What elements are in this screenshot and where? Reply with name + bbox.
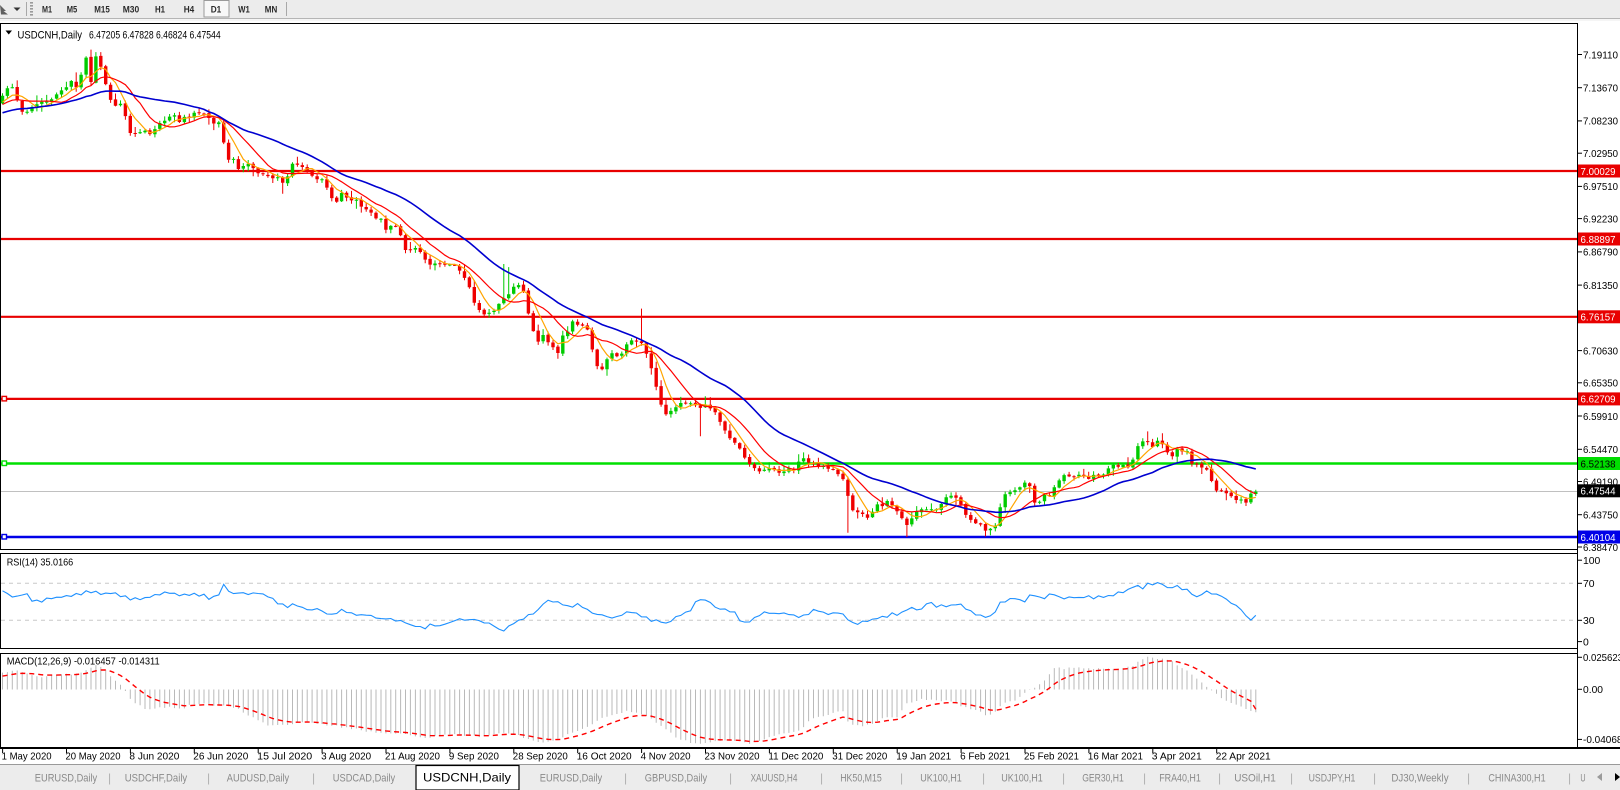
svg-text:7.13670: 7.13670: [1583, 84, 1618, 95]
svg-text:USDCHF,Daily: USDCHF,Daily: [125, 773, 188, 785]
svg-text:|: |: [1218, 771, 1221, 785]
svg-text:M30: M30: [123, 4, 140, 15]
svg-text:8 Jun 2020: 8 Jun 2020: [129, 752, 179, 763]
svg-text:|: |: [900, 771, 903, 785]
svg-text:6.86790: 6.86790: [1583, 248, 1618, 259]
svg-text:EURUSD,Daily: EURUSD,Daily: [35, 773, 98, 785]
svg-text:25 Feb 2021: 25 Feb 2021: [1024, 752, 1079, 763]
svg-text:|: |: [1290, 771, 1293, 785]
svg-text:GER30,H1: GER30,H1: [1082, 773, 1124, 785]
svg-text:FRA40,H1: FRA40,H1: [1159, 773, 1201, 785]
svg-text:15 Jul 2020: 15 Jul 2020: [257, 752, 312, 763]
svg-text:6.49190: 6.49190: [1583, 477, 1618, 488]
svg-text:USDCNH,Daily: USDCNH,Daily: [18, 30, 83, 42]
svg-text:|: |: [1143, 771, 1146, 785]
svg-text:EURUSD,Daily: EURUSD,Daily: [540, 773, 603, 785]
svg-text:7.08230: 7.08230: [1583, 117, 1618, 128]
svg-text:USDCAD,Daily: USDCAD,Daily: [333, 773, 396, 785]
svg-text:6.43750: 6.43750: [1583, 511, 1618, 522]
svg-text:11 Dec 2020: 11 Dec 2020: [768, 752, 823, 763]
svg-text:GBPUSD,Daily: GBPUSD,Daily: [645, 773, 708, 785]
svg-text:7.02950: 7.02950: [1583, 149, 1618, 160]
svg-text:U: U: [1580, 773, 1585, 785]
svg-text:26 Jun 2020: 26 Jun 2020: [193, 752, 248, 763]
svg-text:CHINA300,H1: CHINA300,H1: [1488, 773, 1545, 785]
svg-text:6.47205 6.47828 6.46824 6.4754: 6.47205 6.47828 6.46824 6.47544: [89, 30, 221, 42]
svg-text:70: 70: [1583, 579, 1595, 590]
svg-text:6.54470: 6.54470: [1583, 445, 1618, 456]
svg-text:XAUUSD,H4: XAUUSD,H4: [751, 773, 798, 785]
svg-text:0.00: 0.00: [1583, 685, 1603, 696]
svg-text:28 Sep 2020: 28 Sep 2020: [513, 752, 568, 763]
svg-text:4 Nov 2020: 4 Nov 2020: [641, 752, 691, 763]
svg-text:MACD(12,26,9) -0.016457 -0.014: MACD(12,26,9) -0.016457 -0.014311: [7, 656, 160, 667]
svg-text:|: |: [1467, 771, 1470, 785]
svg-text:UK100,H1: UK100,H1: [920, 773, 962, 785]
svg-text:0.025623: 0.025623: [1583, 653, 1620, 664]
svg-text:16 Mar 2021: 16 Mar 2021: [1088, 752, 1143, 763]
svg-text:3 Aug 2020: 3 Aug 2020: [321, 752, 371, 763]
svg-text:M5: M5: [67, 4, 78, 15]
svg-text:6 Feb 2021: 6 Feb 2021: [960, 752, 1010, 763]
svg-text:|: |: [312, 771, 315, 785]
svg-text:9 Sep 2020: 9 Sep 2020: [449, 752, 499, 763]
svg-text:0: 0: [1583, 637, 1589, 648]
svg-text:6.47544: 6.47544: [1581, 487, 1616, 498]
svg-text:H1: H1: [155, 4, 166, 15]
svg-text:20 May 2020: 20 May 2020: [66, 752, 121, 763]
svg-text:|: |: [729, 771, 732, 785]
svg-text:AUDUSD,Daily: AUDUSD,Daily: [227, 773, 290, 785]
svg-text:|: |: [108, 771, 111, 785]
svg-text:MN: MN: [265, 4, 278, 15]
svg-text:HK50,M15: HK50,M15: [840, 773, 882, 785]
svg-text:|: |: [820, 771, 823, 785]
svg-text:USDJPY,H1: USDJPY,H1: [1309, 773, 1356, 785]
svg-text:USDCNH,Daily: USDCNH,Daily: [423, 771, 511, 785]
svg-text:6.52138: 6.52138: [1581, 459, 1616, 470]
svg-text:6.65350: 6.65350: [1583, 379, 1618, 390]
svg-text:|: |: [1568, 771, 1571, 785]
svg-text:7.19110: 7.19110: [1583, 50, 1618, 61]
svg-text:|: |: [624, 771, 627, 785]
svg-text:6.88897: 6.88897: [1581, 235, 1616, 246]
svg-text:19 Jan 2021: 19 Jan 2021: [896, 752, 951, 763]
svg-text:7.00029: 7.00029: [1581, 167, 1616, 178]
svg-text:H4: H4: [184, 4, 195, 15]
svg-text:6.38470: 6.38470: [1583, 543, 1618, 554]
svg-text:31 Dec 2020: 31 Dec 2020: [832, 752, 887, 763]
svg-text:W1: W1: [238, 4, 250, 15]
svg-text:6.76157: 6.76157: [1581, 313, 1616, 324]
svg-text:|: |: [1373, 771, 1376, 785]
svg-text:M15: M15: [94, 4, 110, 15]
svg-text:6.70630: 6.70630: [1583, 346, 1618, 357]
svg-text:16 Oct 2020: 16 Oct 2020: [577, 752, 632, 763]
svg-text:RSI(14) 35.0166: RSI(14) 35.0166: [7, 557, 74, 568]
svg-text:D1: D1: [211, 4, 222, 15]
svg-text:6.59910: 6.59910: [1583, 412, 1618, 423]
svg-text:-0.040687: -0.040687: [1583, 735, 1620, 746]
svg-text:|: |: [1062, 771, 1065, 785]
svg-text:USOil,H1: USOil,H1: [1234, 773, 1276, 785]
svg-text:23 Nov 2020: 23 Nov 2020: [705, 752, 760, 763]
svg-text:|: |: [207, 771, 210, 785]
svg-text:|: |: [982, 771, 985, 785]
svg-text:M1: M1: [42, 4, 52, 15]
svg-text:21 Aug 2020: 21 Aug 2020: [385, 752, 440, 763]
svg-text:6.97510: 6.97510: [1583, 182, 1618, 193]
svg-text:6.92230: 6.92230: [1583, 214, 1618, 225]
svg-text:6.62709: 6.62709: [1581, 395, 1616, 406]
svg-text:22 Apr 2021: 22 Apr 2021: [1216, 752, 1271, 763]
svg-text:6.40104: 6.40104: [1581, 533, 1616, 544]
svg-text:DJ30,Weekly: DJ30,Weekly: [1391, 773, 1449, 785]
svg-text:6.81350: 6.81350: [1583, 281, 1618, 292]
svg-text:1 May 2020: 1 May 2020: [2, 752, 52, 763]
svg-text:100: 100: [1583, 556, 1601, 567]
svg-text:3 Apr 2021: 3 Apr 2021: [1152, 752, 1202, 763]
svg-text:30: 30: [1583, 616, 1595, 627]
svg-text:UK100,H1: UK100,H1: [1001, 773, 1043, 785]
